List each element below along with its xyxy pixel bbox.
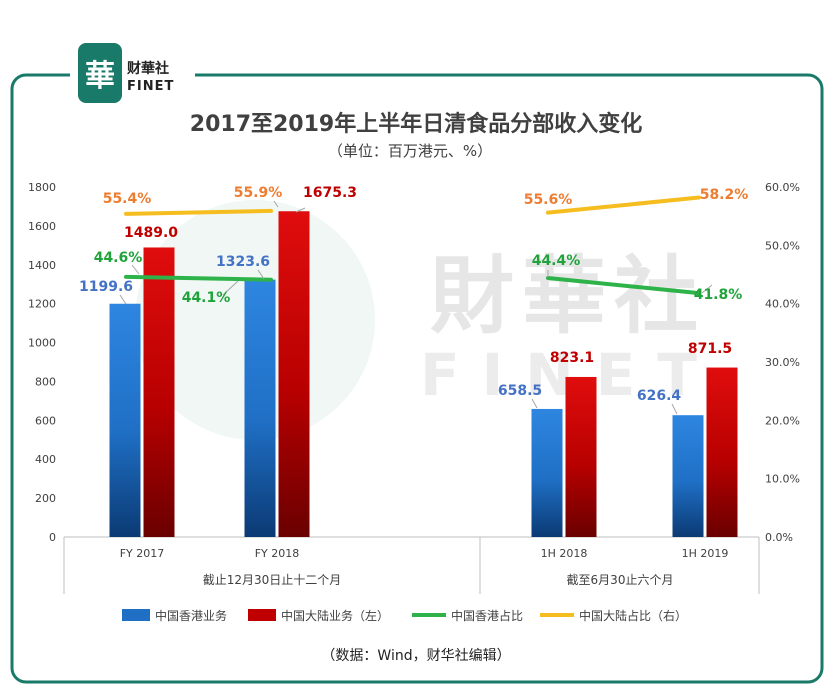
category-label: FY 2018: [255, 547, 300, 560]
line-series: [124, 195, 701, 296]
label-cn-business: 823.1: [550, 350, 594, 366]
right-axis-ticks: 0.0% 10.0% 20.0% 30.0% 40.0% 50.0% 60.0%: [765, 181, 800, 544]
brand-name-en: FINET: [127, 79, 174, 94]
chart-subtitle: （单位：百万港元、%）: [328, 142, 492, 160]
logo-glyph: 華: [85, 59, 115, 94]
bar-hk-business: [244, 279, 276, 537]
left-tick-label: 0: [49, 531, 56, 544]
line-cn-share: [546, 195, 701, 215]
brand-name-cn: 财華社: [126, 60, 169, 77]
label-cn-share: 58.2%: [700, 187, 749, 203]
label-cn-share: 55.9%: [234, 185, 283, 201]
leader-line: [531, 398, 538, 409]
right-tick-label: 30.0%: [765, 356, 800, 369]
legend-label-hk-business: 中国香港业务: [155, 608, 227, 623]
label-hk-share: 44.1%: [182, 290, 231, 306]
data-labels: 1199.6 1323.6 658.5 626.4 1489.0 1675.3 823.1 8…: [79, 185, 749, 415]
category-labels: FY 2017 FY 2018 1H 2018 1H 2019: [120, 547, 729, 560]
left-tick-label: 800: [35, 375, 56, 388]
category-label: 1H 2018: [541, 547, 588, 560]
label-cn-business: 1675.3: [303, 185, 357, 201]
right-tick-label: 40.0%: [765, 298, 800, 311]
line-hk-share: [546, 276, 701, 296]
right-tick-label: 0.0%: [765, 531, 793, 544]
left-tick-label: 1000: [28, 337, 56, 350]
leader-line: [701, 284, 713, 294]
watermark-cn: 財華社: [430, 247, 706, 345]
left-tick-label: 1400: [28, 259, 56, 272]
right-tick-label: 20.0%: [765, 414, 800, 427]
legend-label-cn-share: 中国大陆占比（右）: [579, 608, 687, 623]
left-tick-label: 1800: [28, 181, 56, 194]
bar-hk-business: [109, 303, 141, 537]
left-tick-label: 1600: [28, 220, 56, 233]
brand-logo: 華 财華社 FINET: [78, 43, 174, 103]
label-hk-business: 626.4: [637, 388, 682, 404]
bar-cn-business: [565, 376, 597, 537]
label-hk-business: 1323.6: [216, 254, 270, 270]
leader-line: [295, 207, 306, 213]
line-hk-share: [124, 274, 273, 282]
group-label: 截止12月30日止十二个月: [203, 573, 342, 587]
watermark-en: FINET: [420, 341, 719, 409]
left-tick-label: 200: [35, 492, 56, 505]
leader-line: [119, 294, 127, 305]
chart-title: 2017至2019年上半年日清食品分部收入变化: [190, 111, 642, 137]
leader-line: [222, 280, 239, 296]
legend-swatch-hk-business: [122, 609, 150, 621]
line-cn-share: [124, 208, 273, 216]
legend-swatch-cn-business: [248, 609, 276, 621]
left-tick-label: 1200: [28, 298, 56, 311]
label-hk-share: 44.4%: [532, 253, 581, 269]
legend: 中国香港业务 中国大陆业务（左） 中国香港占比 中国大陆占比（右）: [122, 608, 687, 623]
left-axis-ticks: 0 200 400 600 800 1000 1200 1400 1600 1800: [28, 181, 56, 544]
bar-hk-business: [531, 408, 563, 537]
logo-badge: [78, 43, 122, 103]
bar-series: [109, 211, 738, 537]
label-hk-share: 44.6%: [94, 250, 143, 266]
category-label: 1H 2019: [682, 547, 729, 560]
label-cn-business: 1489.0: [124, 225, 178, 241]
legend-label-hk-share: 中国香港占比: [451, 608, 523, 623]
source-note: （数据：Wind，财华社编辑）: [321, 648, 510, 664]
right-tick-label: 50.0%: [765, 239, 800, 252]
leader-line: [273, 200, 279, 208]
label-cn-share: 55.6%: [524, 192, 573, 208]
leader-line: [131, 264, 140, 275]
legend-label-cn-business: 中国大陆业务（左）: [281, 608, 389, 623]
leader-line: [257, 269, 265, 280]
left-tick-label: 400: [35, 453, 56, 466]
bar-cn-business: [706, 367, 738, 537]
right-tick-label: 60.0%: [765, 181, 800, 194]
category-axis: FY 2017 FY 2018 1H 2018 1H 2019 截止12月30日止十二…: [63, 537, 760, 594]
right-tick-label: 10.0%: [765, 473, 800, 486]
label-hk-business: 1199.6: [79, 279, 133, 295]
label-hk-business: 658.5: [498, 383, 542, 399]
left-tick-label: 600: [35, 414, 56, 427]
label-cn-business: 871.5: [688, 341, 732, 357]
leader-line: [671, 403, 678, 415]
category-label: FY 2017: [120, 547, 165, 560]
label-hk-share: 41.8%: [694, 287, 743, 303]
bar-cn-business: [143, 247, 175, 537]
bar-hk-business: [672, 415, 704, 537]
label-cn-share: 55.4%: [103, 191, 152, 207]
bar-cn-business: [278, 211, 310, 537]
group-label: 截至6月30止六个月: [567, 573, 674, 587]
